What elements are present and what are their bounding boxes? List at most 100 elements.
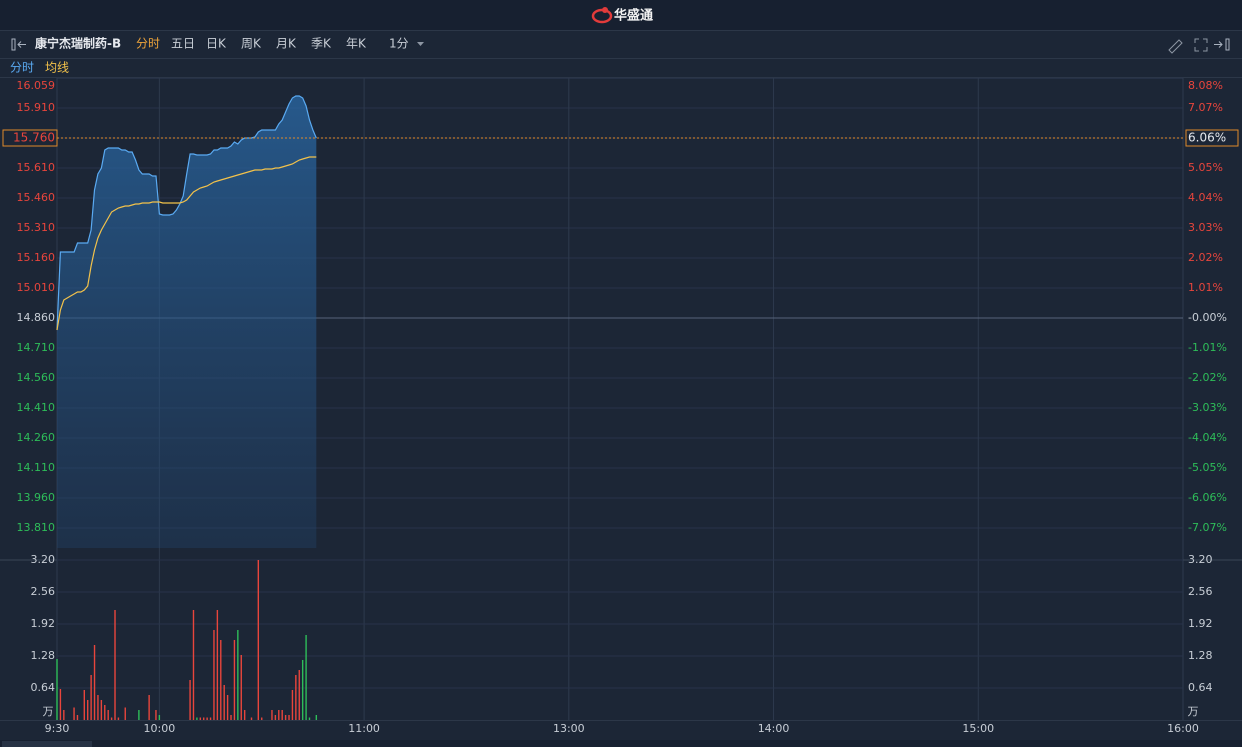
volume-bar xyxy=(288,715,290,720)
volume-bar xyxy=(220,640,222,720)
top-bar xyxy=(0,0,1242,30)
volume-bar xyxy=(250,717,253,720)
volume-bar xyxy=(278,710,280,720)
y-tick-label: 14.560 xyxy=(17,371,56,384)
volume-bar xyxy=(240,655,242,720)
legend-entry: 均线 xyxy=(45,61,69,75)
y2-tick-label: -6.06% xyxy=(1188,491,1227,504)
volume-bar xyxy=(216,610,219,720)
volume-bar xyxy=(196,717,198,720)
tab[interactable]: 月K xyxy=(276,37,297,51)
y-tick-label: 14.410 xyxy=(17,401,56,414)
collapse-left-icon[interactable] xyxy=(11,38,26,51)
y2-tick-label: -5.05% xyxy=(1188,461,1227,474)
y-tick-label: 13.810 xyxy=(17,521,56,534)
volume-bar xyxy=(110,717,113,720)
logo-icon xyxy=(591,7,613,24)
last-change-box xyxy=(1185,129,1239,147)
x-tick-label: 16:00 xyxy=(1167,722,1199,735)
unit-label: 万 xyxy=(1188,705,1199,718)
fullscreen-icon[interactable] xyxy=(1194,38,1208,52)
tab[interactable]: 日K xyxy=(206,37,227,51)
y2-tick-label: 1.92 xyxy=(1188,617,1213,630)
price-area xyxy=(57,96,317,548)
x-tick-label: 11:00 xyxy=(348,722,380,735)
collapse-right-icon[interactable] xyxy=(1214,38,1230,51)
last-change-label: 6.06% xyxy=(1188,131,1226,145)
volume-bar xyxy=(90,675,92,720)
volume-bar xyxy=(257,560,260,720)
logo-text: 华盛通 xyxy=(614,8,653,24)
draw-icon[interactable] xyxy=(1168,39,1183,54)
bottom-strip xyxy=(0,740,1242,747)
y-tick-label: 15.460 xyxy=(17,191,56,204)
volume-bar xyxy=(315,715,318,720)
unit-label: 万 xyxy=(43,705,54,718)
y-tick-label: 14.860 xyxy=(17,311,56,324)
volume-bar xyxy=(281,710,283,720)
y2-tick-label: -4.04% xyxy=(1188,431,1227,444)
series-line xyxy=(56,95,317,331)
y-tick-label: 14.260 xyxy=(17,431,56,444)
tab[interactable]: 1分 xyxy=(389,37,409,51)
volume-bar xyxy=(243,710,246,720)
volume-bar xyxy=(114,610,116,720)
volume-bar xyxy=(213,630,215,720)
y2-tick-label: 2.56 xyxy=(1188,585,1213,598)
y-tick-label: 15.010 xyxy=(17,281,56,294)
volume-bar xyxy=(148,695,150,720)
y-tick-label: 13.960 xyxy=(17,491,56,504)
y-tick-label: 0.64 xyxy=(31,681,56,694)
tab[interactable]: 年K xyxy=(346,37,367,51)
y2-tick-label: -1.01% xyxy=(1188,341,1227,354)
volume-bar xyxy=(203,717,205,720)
y2-tick-label: -3.03% xyxy=(1188,401,1227,414)
y2-tick-label: 2.02% xyxy=(1188,251,1223,264)
last-price-box xyxy=(2,129,58,147)
tab[interactable]: 季K xyxy=(311,37,332,51)
volume-bar xyxy=(87,700,89,720)
volume-bar xyxy=(271,710,273,720)
y-tick-label: 1.92 xyxy=(31,617,56,630)
x-tick-label: 9:30 xyxy=(45,722,70,735)
volume-bar xyxy=(59,689,62,720)
bottom-tab[interactable] xyxy=(2,741,92,747)
volume-bar xyxy=(155,710,157,720)
y2-tick-label: 3.03% xyxy=(1188,221,1223,234)
y-tick-label: 14.710 xyxy=(17,341,56,354)
volume-bar xyxy=(56,659,58,720)
volume-bar xyxy=(192,610,195,720)
y2-tick-label: 1.01% xyxy=(1188,281,1223,294)
volume-bar xyxy=(104,705,106,720)
volume-bar xyxy=(93,645,96,720)
y2-tick-label: 4.04% xyxy=(1188,191,1223,204)
volume-bar xyxy=(308,717,311,720)
y2-tick-label: 7.07% xyxy=(1188,101,1223,114)
volume-bar xyxy=(226,695,229,720)
y2-tick-label: -7.07% xyxy=(1188,521,1227,534)
y-tick-label: 15.910 xyxy=(17,101,56,114)
tab[interactable]: 分时 xyxy=(136,37,160,51)
x-tick-label: 15:00 xyxy=(962,722,994,735)
volume-bar xyxy=(107,710,109,720)
x-tick-label: 14:00 xyxy=(758,722,790,735)
volume-bar xyxy=(284,715,287,720)
tab[interactable]: 周K xyxy=(241,37,262,51)
x-tick-label: 13:00 xyxy=(553,722,585,735)
stock-name: 康宁杰瑞制药-B xyxy=(35,36,121,51)
volume-bar xyxy=(97,695,99,720)
y-tick-label: 3.20 xyxy=(31,553,56,566)
y2-tick-label: -2.02% xyxy=(1188,371,1227,384)
volume-bar xyxy=(73,707,75,720)
volume-bar xyxy=(117,717,120,720)
volume-bar xyxy=(230,715,232,720)
volume-bar xyxy=(209,717,212,720)
dropdown-arrow[interactable] xyxy=(417,42,424,46)
volume-bar xyxy=(189,680,191,720)
y2-tick-label: 1.28 xyxy=(1188,649,1213,662)
volume-bar xyxy=(233,640,236,720)
tab[interactable]: 五日 xyxy=(171,37,195,51)
x-tick-label: 10:00 xyxy=(144,722,176,735)
y-tick-label: 14.110 xyxy=(17,461,56,474)
